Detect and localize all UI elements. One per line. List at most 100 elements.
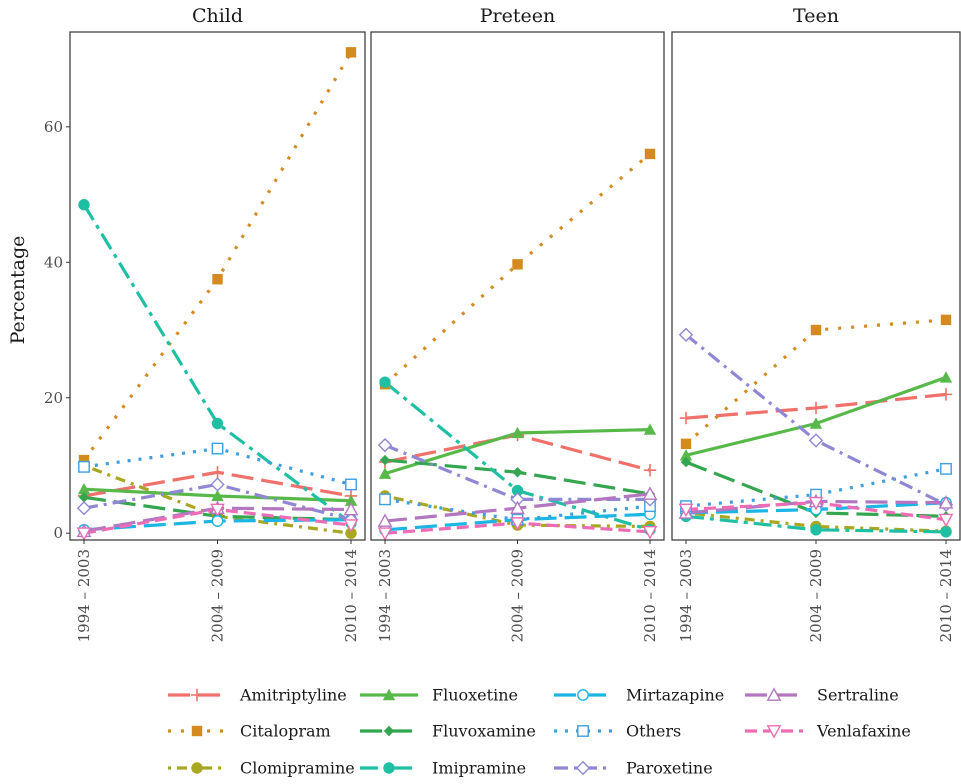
point-fluoxetine-preteen-0 (378, 467, 392, 479)
legend-key-marker (575, 760, 591, 776)
point-fluoxetine-teen-0 (679, 449, 693, 461)
legend-item-mirtazapine: Mirtazapine (554, 686, 724, 705)
point-sertraline-preteen-1 (510, 500, 525, 515)
legend-key-marker (190, 688, 204, 702)
x-tick-label: 2010 – 2014 (641, 549, 659, 642)
point-sertraline-child-2 (343, 501, 359, 516)
x-tick-label: 1994 – 2003 (376, 549, 394, 642)
legend-key-marker (191, 762, 203, 774)
legend-key-marker (766, 687, 782, 701)
x-tick-label: 2004 – 2009 (807, 549, 825, 642)
legend: Amitriptyline Citalopram Clomipramine Fluox… (168, 686, 911, 778)
legend-item-clomipramine: Clomipramine (168, 759, 355, 778)
point-amitriptyline-teen-0 (679, 411, 693, 425)
point-paroxetine-teen-0 (678, 327, 694, 342)
legend-label: Sertraline (817, 686, 899, 705)
point-citalopram-teen-2 (940, 314, 952, 326)
point-amitriptyline-child-1 (211, 466, 224, 479)
point-imipramine-teen-1 (810, 524, 822, 536)
point-others-child-2 (345, 478, 357, 491)
point-others-teen-2 (940, 462, 952, 475)
point-paroxetine-child-1 (210, 477, 225, 492)
point-mirtazapine-child-1 (211, 515, 224, 527)
y-tick-label: 20 (44, 389, 63, 407)
point-venlafaxine-child-2 (343, 519, 359, 533)
point-others-preteen-0 (379, 493, 391, 506)
point-citalopram-preteen-2 (644, 148, 656, 160)
point-venlafaxine-teen-2 (938, 513, 954, 528)
panel-frame (671, 31, 961, 541)
legend-label: Clomipramine (240, 759, 355, 778)
point-imipramine-child-1 (211, 417, 224, 430)
x-tick-label: 2004 – 2009 (509, 549, 527, 642)
y-tick-label: 40 (44, 253, 63, 271)
y-axis-title: Percentage (7, 236, 29, 345)
legend-item-fluoxetine: Fluoxetine (360, 686, 518, 705)
point-imipramine-teen-2 (940, 526, 952, 538)
point-venlafaxine-preteen-2 (642, 525, 658, 540)
legend-key-marker (766, 725, 782, 739)
point-venlafaxine-child-1 (210, 503, 225, 518)
point-amitriptyline-teen-2 (939, 388, 953, 401)
point-fluoxetine-preteen-2 (643, 423, 657, 435)
legend-label: Venlafaxine (816, 722, 911, 741)
point-sertraline-preteen-0 (377, 513, 393, 527)
legend-label: Imipramine (432, 759, 526, 778)
point-citalopram-child-1 (212, 274, 223, 285)
panels: Child 0 20 40 60 1994 – 2003 2004 – 2009 2010 –… (44, 5, 961, 642)
legend-label: Mirtazapine (626, 686, 724, 705)
point-citalopram-preteen-1 (512, 259, 523, 270)
point-fluvoxamine-child-0 (78, 492, 90, 503)
point-citalopram-child-2 (345, 47, 357, 58)
legend-item-sertraline: Sertraline (745, 686, 899, 705)
legend-item-paroxetine: Paroxetine (554, 759, 713, 778)
point-fluoxetine-child-0 (77, 483, 91, 495)
point-fluvoxamine-preteen-0 (379, 454, 391, 466)
legend-key-marker (577, 725, 589, 737)
legend-label: Others (626, 722, 681, 741)
x-tick-label: 1994 – 2003 (75, 549, 93, 642)
legend-label: Paroxetine (626, 759, 713, 778)
legend-label: Amitriptyline (239, 686, 347, 705)
point-citalopram-teen-1 (810, 324, 822, 336)
point-venlafaxine-child-0 (76, 527, 92, 540)
legend-item-imipramine: Imipramine (360, 759, 526, 778)
point-imipramine-preteen-0 (379, 376, 391, 388)
series-layer (76, 47, 359, 540)
point-fluoxetine-child-1 (211, 489, 224, 502)
point-fluoxetine-child-2 (344, 494, 358, 506)
legend-item-citalopram: Citalopram (168, 722, 331, 741)
y-tick-label: 60 (44, 118, 63, 136)
point-fluvoxamine-teen-0 (680, 456, 692, 468)
point-amitriptyline-preteen-2 (643, 464, 657, 477)
point-paroxetine-teen-1 (808, 433, 824, 448)
point-fluvoxamine-preteen-1 (512, 467, 523, 478)
series-layer (678, 314, 954, 538)
legend-label: Citalopram (240, 722, 331, 741)
legend-key-marker (383, 725, 395, 737)
panel-frame (69, 31, 366, 541)
x-tick-label: 2010 – 2014 (937, 549, 955, 642)
point-fluoxetine-teen-1 (809, 417, 823, 429)
panel-title-preteen: Preteen (480, 5, 555, 27)
legend-item-amitriptyline: Amitriptyline (168, 686, 347, 705)
series-layer (377, 148, 658, 540)
point-venlafaxine-teen-0 (678, 503, 694, 518)
point-venlafaxine-preteen-0 (377, 527, 393, 540)
point-imipramine-child-0 (78, 199, 90, 211)
point-others-child-0 (78, 460, 90, 473)
point-paroxetine-preteen-0 (377, 437, 393, 453)
legend-key-marker (382, 688, 396, 701)
point-imipramine-preteen-1 (511, 484, 524, 497)
point-venlafaxine-preteen-1 (510, 517, 525, 531)
point-venlafaxine-teen-1 (808, 496, 824, 511)
series-line-citalopram-child (82, 51, 353, 462)
x-tick-label: 1994 – 2003 (677, 549, 695, 642)
series-line-imipramine-child (82, 203, 352, 525)
point-clomipramine-child-2 (345, 527, 357, 539)
legend-item-venlafaxine: Venlafaxine (745, 722, 911, 741)
legend-label: Fluoxetine (432, 686, 518, 705)
legend-item-others: Others (554, 722, 681, 741)
x-tick-label: 2010 – 2014 (342, 549, 360, 642)
